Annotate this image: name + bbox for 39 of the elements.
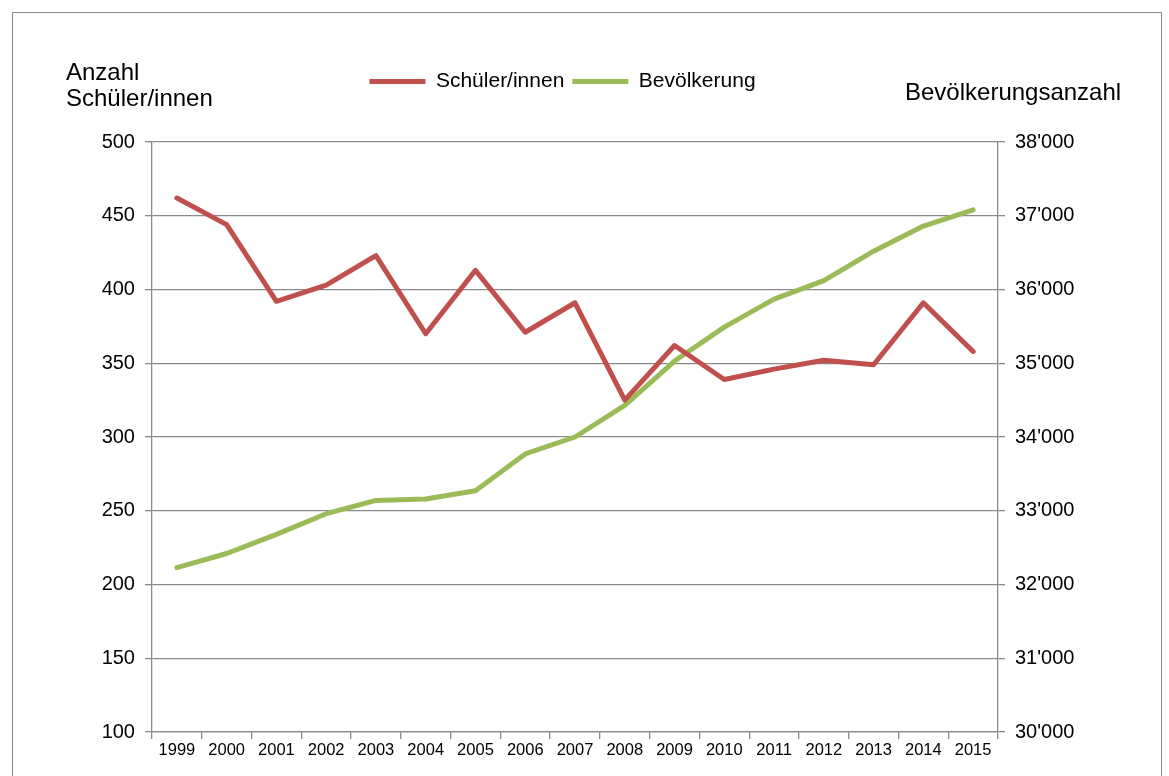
x-tick-label: 2006 bbox=[506, 740, 544, 759]
x-tick-label: 2004 bbox=[407, 740, 445, 759]
y-tick-label: 300 bbox=[101, 424, 135, 447]
x-tick-label: 2007 bbox=[556, 740, 594, 759]
x-tick-label: 2011 bbox=[756, 740, 792, 759]
legend-label: Bevölkerung bbox=[638, 68, 756, 92]
x-tick-label: 2002 bbox=[307, 740, 345, 759]
y-tick-label: 100 bbox=[101, 719, 135, 742]
x-tick-label: 2010 bbox=[705, 740, 743, 759]
y-tick-label: 250 bbox=[101, 498, 135, 521]
y-tick-label: 350 bbox=[101, 350, 135, 373]
x-tick-label: 2005 bbox=[457, 740, 494, 759]
y2-tick-label: 37'000 bbox=[1015, 203, 1075, 226]
y2-tick-label: 32'000 bbox=[1015, 572, 1075, 595]
x-tick-label: 2014 bbox=[904, 740, 942, 759]
x-tick-label: 2009 bbox=[656, 740, 693, 759]
x-tick-label: 2000 bbox=[208, 740, 246, 759]
legend-label: Schüler/innen bbox=[435, 68, 565, 92]
y-tick-label: 200 bbox=[101, 572, 135, 595]
x-tick-label: 1999 bbox=[158, 740, 196, 759]
y2-tick-label: 34'000 bbox=[1015, 424, 1075, 447]
y2-tick-label: 31'000 bbox=[1015, 645, 1075, 668]
y-tick-label: 450 bbox=[101, 203, 135, 226]
x-tick-label: 2013 bbox=[855, 740, 892, 759]
y-tick-label: 400 bbox=[101, 277, 135, 300]
y2-tick-label: 30'000 bbox=[1015, 719, 1075, 742]
x-tick-label: 2015 bbox=[954, 740, 992, 759]
x-tick-label: 2012 bbox=[805, 740, 843, 759]
y2-axis-title: Bevölkerungsanzahl bbox=[905, 78, 1122, 105]
y2-tick-label: 38'000 bbox=[1015, 129, 1075, 152]
x-tick-label: 2001 bbox=[258, 740, 295, 759]
y-axis-title: Anzahl Schüler/innen bbox=[66, 58, 214, 111]
x-tick-label: 2003 bbox=[357, 740, 395, 759]
y2-tick-label: 36'000 bbox=[1015, 277, 1075, 300]
y2-tick-label: 33'000 bbox=[1015, 498, 1075, 521]
y2-tick-label: 35'000 bbox=[1015, 350, 1075, 373]
y-tick-label: 150 bbox=[101, 645, 135, 668]
x-tick-label: 2008 bbox=[606, 740, 644, 759]
y-tick-label: 500 bbox=[101, 129, 135, 152]
